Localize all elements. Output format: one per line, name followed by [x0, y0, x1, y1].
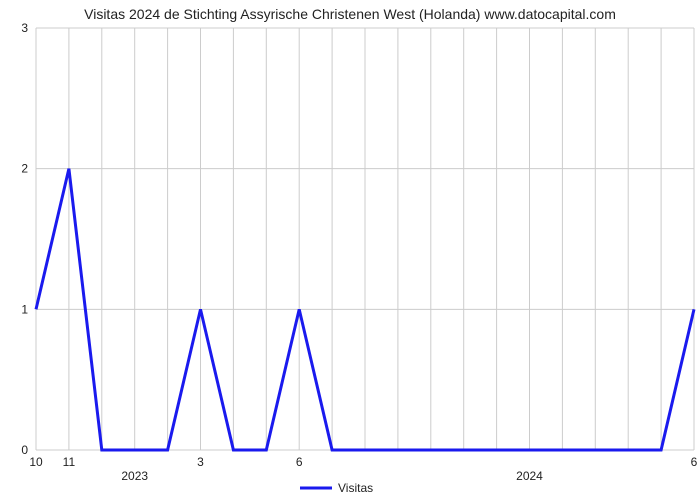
svg-text:2024: 2024: [516, 469, 543, 483]
svg-text:0: 0: [21, 443, 28, 457]
svg-text:1: 1: [21, 302, 28, 316]
vertical-gridlines: [36, 28, 694, 450]
svg-text:3: 3: [197, 455, 204, 469]
svg-text:6: 6: [691, 455, 698, 469]
legend-label: Visitas: [338, 481, 373, 495]
svg-text:2: 2: [21, 162, 28, 176]
svg-text:6: 6: [296, 455, 303, 469]
svg-text:3: 3: [21, 21, 28, 35]
y-axis-ticks: 0 1 2 3: [21, 21, 28, 457]
svg-text:2023: 2023: [121, 469, 148, 483]
svg-text:11: 11: [63, 455, 76, 469]
x-axis-ticks: 10 11 2023 3 6 2024 6: [29, 455, 697, 483]
legend: Visitas: [300, 481, 373, 495]
svg-text:10: 10: [29, 455, 43, 469]
line-chart: 0 1 2 3 10 11 2023 3 6 2024 6 Visitas: [0, 0, 700, 500]
chart-title: Visitas 2024 de Stichting Assyrische Chr…: [0, 6, 700, 22]
